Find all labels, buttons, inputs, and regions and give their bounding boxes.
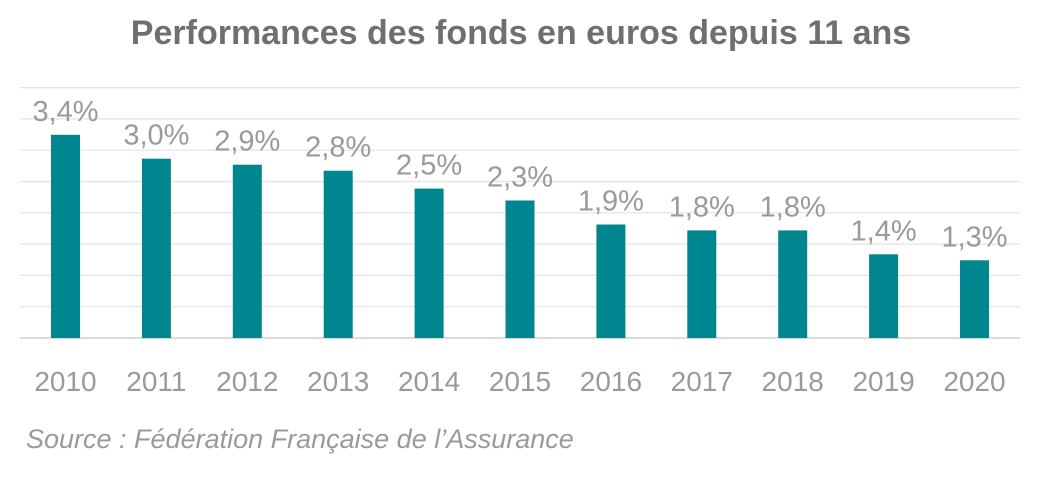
data-label-2016: 1,9% [578, 186, 644, 218]
bar-2013 [323, 170, 353, 338]
bar-2011 [141, 158, 171, 338]
data-label-2012: 2,9% [214, 126, 280, 158]
x-tick-label-2015: 2015 [489, 366, 551, 397]
data-label-2013: 2,8% [305, 132, 371, 164]
x-tick-label-2017: 2017 [671, 366, 733, 397]
x-tick-label-2020: 2020 [943, 366, 1005, 397]
bar-2014 [414, 188, 444, 338]
x-tick-label-2011: 2011 [126, 366, 186, 397]
bar-2019 [869, 254, 899, 338]
data-label-2020: 1,3% [941, 221, 1007, 253]
x-tick-label-2018: 2018 [762, 366, 824, 397]
source-note: Source : Fédération Française de l’Assur… [26, 424, 574, 454]
bar-2020 [960, 260, 989, 338]
x-tick-label-2012: 2012 [216, 366, 278, 397]
data-label-2011: 3,0% [123, 120, 189, 152]
bar-2010 [51, 134, 80, 338]
bar-2016 [596, 224, 626, 338]
bar-2015 [505, 200, 535, 338]
data-label-2015: 2,3% [487, 162, 553, 194]
data-label-2018: 1,8% [760, 191, 826, 223]
data-label-2014: 2,5% [396, 150, 462, 182]
bar-2017 [687, 230, 717, 338]
x-tick-label-2019: 2019 [852, 366, 914, 397]
bar-2018 [778, 230, 808, 338]
data-label-2017: 1,8% [669, 191, 735, 223]
x-tick-label-2014: 2014 [398, 366, 460, 397]
x-tick-label-2010: 2010 [34, 366, 96, 397]
data-label-2019: 1,4% [851, 215, 917, 247]
data-label-2010: 3,4% [32, 96, 98, 128]
chart-title: Performances des fonds en euros depuis 1… [130, 14, 912, 52]
bar-2012 [232, 164, 262, 338]
x-tick-label-2013: 2013 [307, 366, 369, 397]
x-tick-label-2016: 2016 [580, 366, 642, 397]
